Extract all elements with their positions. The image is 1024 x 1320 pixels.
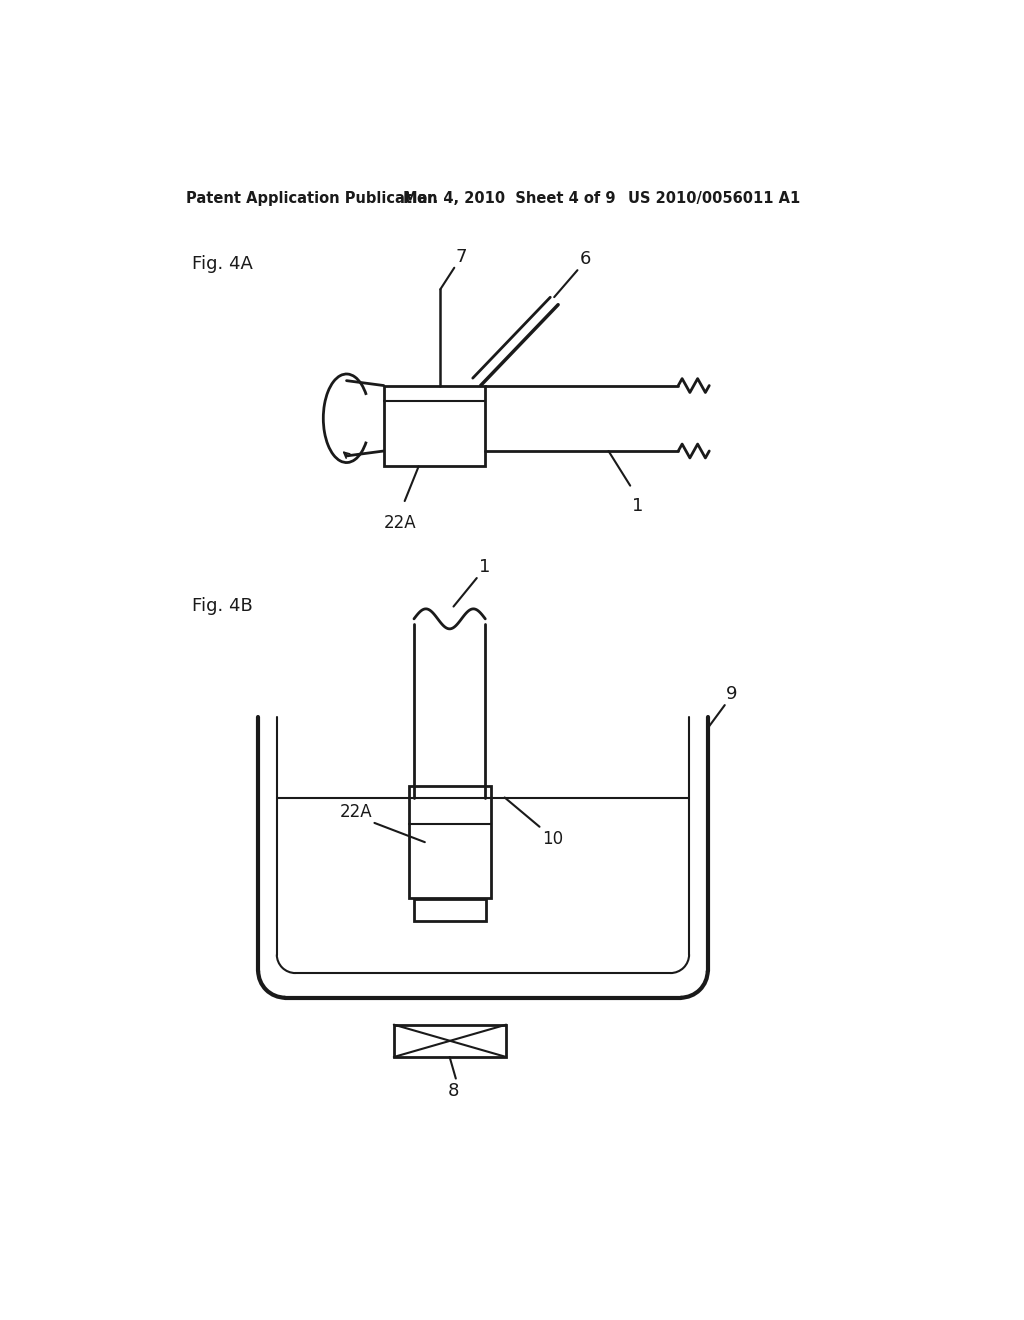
Bar: [414, 899, 486, 921]
Text: 1: 1: [632, 498, 643, 515]
Text: 22A: 22A: [340, 803, 372, 821]
Text: 7: 7: [456, 248, 467, 267]
Text: 8: 8: [447, 1081, 459, 1100]
Text: Fig. 4B: Fig. 4B: [191, 598, 252, 615]
Text: 1: 1: [479, 558, 490, 576]
Text: Mar. 4, 2010  Sheet 4 of 9: Mar. 4, 2010 Sheet 4 of 9: [403, 191, 615, 206]
Text: 6: 6: [580, 249, 591, 268]
Text: 9: 9: [726, 685, 738, 702]
Bar: [384, 385, 484, 466]
Text: 22A: 22A: [384, 515, 417, 532]
Text: 10: 10: [542, 830, 563, 847]
Text: Patent Application Publication: Patent Application Publication: [186, 191, 437, 206]
Bar: [410, 785, 490, 898]
Text: US 2010/0056011 A1: US 2010/0056011 A1: [628, 191, 800, 206]
Bar: [394, 1024, 506, 1057]
Text: Fig. 4A: Fig. 4A: [191, 255, 253, 273]
